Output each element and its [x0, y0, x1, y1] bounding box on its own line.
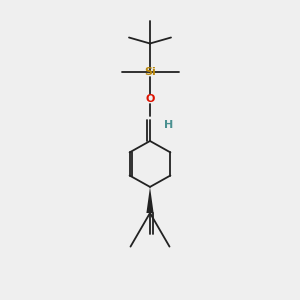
Polygon shape — [146, 187, 154, 213]
Text: O: O — [145, 94, 155, 104]
Text: Si: Si — [144, 67, 156, 77]
Text: H: H — [164, 119, 173, 130]
